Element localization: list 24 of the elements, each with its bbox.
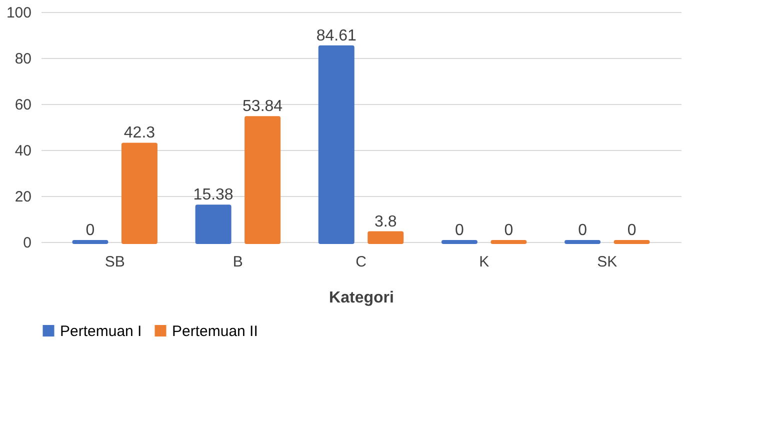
x-tick-label: SK: [597, 254, 618, 270]
data-label: 0: [455, 222, 464, 239]
y-tick-label: 0: [23, 234, 32, 252]
y-tick-label: 40: [14, 142, 32, 160]
y-tick-label: 20: [14, 188, 32, 206]
data-label: 0: [578, 222, 588, 239]
data-label: 84.61: [316, 27, 356, 44]
x-tick-label: K: [479, 254, 490, 270]
x-axis-title: Kategori: [329, 290, 394, 306]
x-tick-label: C: [356, 254, 367, 270]
data-label: 0: [86, 222, 95, 239]
legend-label: Pertemuan I: [60, 322, 142, 340]
data-label: 42.3: [124, 124, 156, 142]
legend-label: Pertemuan II: [172, 322, 258, 340]
y-tick-label: 60: [14, 96, 32, 114]
y-tick-label: 80: [14, 50, 32, 68]
data-label: 3.8: [374, 213, 397, 230]
x-tick-label: B: [232, 254, 243, 270]
data-label: 15.38: [193, 186, 234, 204]
data-label: 0: [627, 222, 636, 239]
data-label: 0: [504, 222, 514, 239]
x-tick-label: SB: [104, 254, 125, 270]
data-label: 53.84: [242, 98, 283, 116]
y-tick-label: 100: [6, 4, 32, 22]
